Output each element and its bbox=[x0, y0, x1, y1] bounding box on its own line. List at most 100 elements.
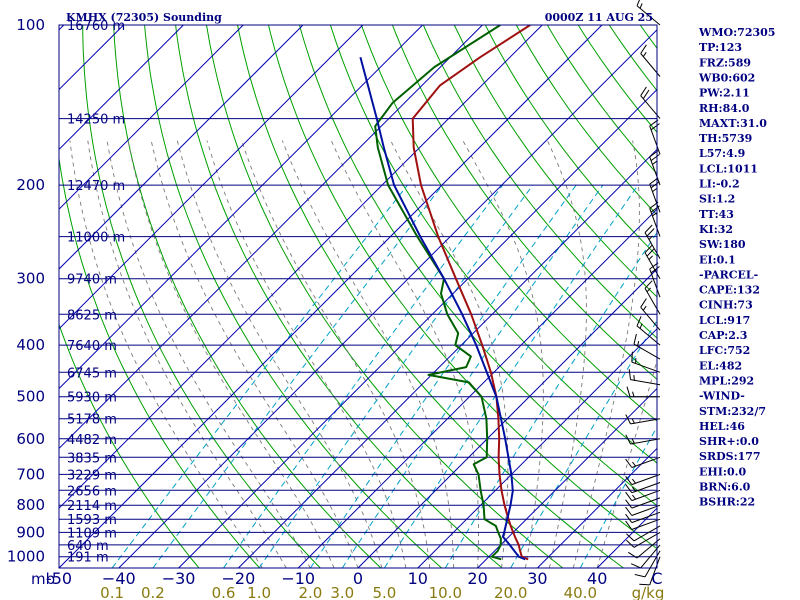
dry-adiabat bbox=[268, 25, 657, 550]
wind-barb-flag bbox=[625, 506, 633, 516]
index-line: CAP:2.3 bbox=[699, 329, 747, 342]
wind-barb-flag bbox=[640, 86, 647, 96]
mixing-ratio-label: 20.0 bbox=[494, 584, 527, 600]
wind-barb-shaft bbox=[631, 361, 661, 373]
mixing-ratio-label: 3.0 bbox=[330, 584, 354, 600]
mixing-ratio-label: 2.0 bbox=[298, 584, 322, 600]
dry-adiabat bbox=[237, 25, 624, 568]
index-line: SW:180 bbox=[699, 238, 746, 251]
temperature-tick-label: −10 bbox=[281, 569, 315, 588]
wind-barb-flag bbox=[630, 563, 641, 569]
wind-barb-half-flag bbox=[632, 461, 636, 467]
isotherm bbox=[537, 447, 657, 568]
index-line: CINH:73 bbox=[699, 299, 753, 312]
moist-adiabat bbox=[281, 140, 455, 568]
isotherm bbox=[59, 25, 483, 450]
height-label: 2656 m bbox=[67, 484, 117, 499]
wind-barb bbox=[625, 482, 661, 494]
index-line: SHR+:0.0 bbox=[699, 435, 759, 448]
wind-barb bbox=[649, 150, 661, 186]
background-grid bbox=[59, 25, 657, 568]
isotherm bbox=[297, 208, 657, 568]
wind-barb-flag bbox=[625, 513, 633, 523]
wind-barb-shaft bbox=[630, 418, 661, 425]
wind-barb bbox=[625, 518, 661, 530]
mixing-ratio-label: 5.0 bbox=[372, 584, 396, 600]
temperature-tick-label: 20 bbox=[467, 569, 487, 588]
wind-barb-half-flag bbox=[648, 255, 653, 260]
index-line: HEL:46 bbox=[699, 420, 745, 433]
wind-barb-flag bbox=[650, 181, 660, 189]
wind-barb-shaft bbox=[649, 556, 661, 586]
pressure-label: 300 bbox=[16, 270, 45, 288]
index-line: MAXT:31.0 bbox=[699, 117, 767, 130]
mixing-ratio-line bbox=[223, 184, 504, 568]
height-label: 3229 m bbox=[67, 468, 117, 483]
wind-barb bbox=[626, 386, 660, 398]
wind-barb-flag bbox=[626, 533, 635, 542]
height-label: 2114 m bbox=[67, 499, 117, 514]
height-label: 9740 m bbox=[67, 273, 117, 288]
mixing-ratio-label: 0.1 bbox=[100, 584, 124, 600]
dry-adiabat bbox=[299, 25, 657, 507]
wind-barb-half-flag bbox=[652, 212, 657, 217]
temperature-tick-label: 40 bbox=[587, 569, 607, 588]
wind-barb-shaft bbox=[633, 343, 661, 360]
wind-barb-flag bbox=[625, 520, 633, 530]
wind-barb-half-flag bbox=[639, 323, 643, 329]
index-line: LCL:917 bbox=[699, 314, 750, 327]
moist-adiabat bbox=[127, 140, 335, 568]
wind-barb-flag bbox=[644, 244, 653, 254]
pressure-label: 1000 bbox=[7, 548, 45, 566]
wind-barb-half-flag bbox=[639, 3, 643, 9]
wind-barb-shaft bbox=[649, 156, 661, 186]
index-line: KI:32 bbox=[699, 223, 733, 236]
wind-barb-shaft bbox=[649, 125, 661, 155]
wind-barb-shaft bbox=[649, 268, 661, 298]
index-line: EI:0.1 bbox=[699, 253, 736, 266]
temperature-tick-label: −40 bbox=[102, 569, 136, 588]
wind-barb-flag bbox=[644, 280, 653, 289]
index-line: TT:43 bbox=[699, 208, 734, 221]
isotherm bbox=[59, 25, 543, 509]
isotherm bbox=[59, 25, 304, 270]
temperature-tick-label: −30 bbox=[162, 569, 196, 588]
height-label: 16760 m bbox=[67, 19, 125, 34]
wind-barb bbox=[625, 434, 661, 445]
index-line: TP:123 bbox=[699, 41, 742, 54]
mixing-ratio-line bbox=[258, 184, 534, 568]
isotherm bbox=[178, 88, 657, 568]
height-label: 3835 m bbox=[67, 451, 117, 466]
wind-barb-shaft bbox=[630, 438, 661, 445]
index-line: RH:84.0 bbox=[699, 102, 750, 115]
wind-barb-flag bbox=[625, 484, 633, 493]
wind-barb bbox=[625, 456, 661, 468]
wind-barb bbox=[631, 351, 661, 373]
height-label: 6745 m bbox=[67, 366, 117, 381]
wind-barb-flag bbox=[646, 248, 655, 257]
plot-frame bbox=[58, 24, 658, 569]
index-line: FRZ:589 bbox=[699, 56, 751, 69]
temperature-tick-label: −20 bbox=[222, 569, 256, 588]
temperature-tick-label: -50 bbox=[46, 569, 72, 588]
wind-barb-shaft bbox=[636, 325, 661, 346]
wind-barb-half-flag bbox=[632, 494, 636, 500]
wind-barb-half-flag bbox=[632, 486, 636, 492]
wind-barb bbox=[626, 525, 661, 542]
wind-barb-shaft bbox=[631, 456, 661, 468]
station-title: KMHX (72305) Sounding bbox=[66, 11, 222, 24]
wind-barb-flag bbox=[631, 351, 633, 363]
pressure-label: 200 bbox=[16, 176, 45, 194]
isotherm bbox=[357, 268, 657, 568]
pressure-unit-label: mb bbox=[31, 570, 55, 588]
index-line: L57:4.9 bbox=[699, 147, 745, 160]
height-label: 12470 m bbox=[67, 179, 125, 194]
wind-barb-flag bbox=[640, 44, 647, 54]
wind-barb bbox=[625, 414, 661, 425]
wind-barb-flag bbox=[639, 583, 650, 586]
wind-barb bbox=[625, 497, 661, 509]
moist-adiabat bbox=[150, 140, 359, 568]
dewpoint-line bbox=[374, 25, 502, 561]
wind-barb bbox=[633, 333, 661, 360]
